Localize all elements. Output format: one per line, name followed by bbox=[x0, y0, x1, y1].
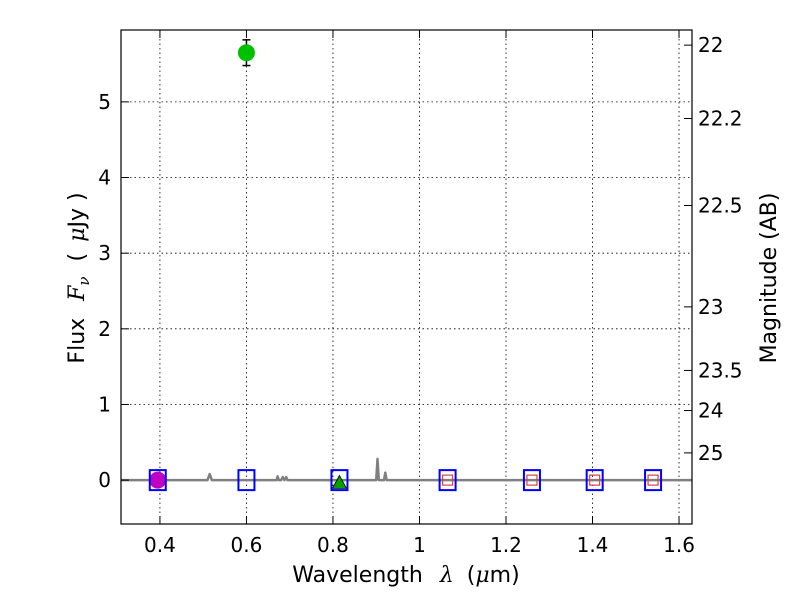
y-tick-label: 1 bbox=[98, 392, 111, 416]
model-band-square bbox=[148, 469, 167, 492]
model-spectrum-layer bbox=[121, 457, 692, 482]
grid-lines bbox=[121, 30, 692, 524]
y-tick-label: 0 bbox=[98, 468, 111, 492]
data-point-circle bbox=[237, 44, 255, 62]
y2-tick-label: 24 bbox=[698, 399, 723, 423]
plot-frame bbox=[120, 29, 693, 525]
y-tick-label: 5 bbox=[98, 90, 111, 114]
y-tick-label: 4 bbox=[98, 166, 111, 190]
model-band-square bbox=[330, 469, 349, 492]
limit-square bbox=[589, 474, 601, 486]
model-band-square bbox=[237, 469, 256, 492]
model-band-square bbox=[644, 469, 663, 492]
y-tick-label: 2 bbox=[98, 317, 111, 341]
limit-square bbox=[647, 474, 659, 486]
data-points-layer bbox=[148, 39, 663, 492]
y2-axis-label: Magnitude (AB) bbox=[757, 193, 782, 364]
data-point-triangle bbox=[331, 474, 348, 489]
x-axis-label: Wavelength λ (μm) bbox=[292, 563, 519, 588]
model-band-square bbox=[438, 469, 457, 492]
x-tick-label: 0.4 bbox=[144, 533, 176, 557]
x-tick-label: 1.4 bbox=[577, 533, 609, 557]
y2-tick-label: 23.5 bbox=[698, 358, 743, 382]
y2-tick-label: 22.2 bbox=[698, 107, 743, 131]
x-tick-label: 1 bbox=[413, 533, 426, 557]
y2-tick-label: 23 bbox=[698, 295, 723, 319]
limit-square bbox=[441, 474, 454, 486]
tick-labels: 0.4 0.6 0.8 1 1.2 1.4 1.60123452222.222.52323.… bbox=[98, 33, 742, 557]
limit-square bbox=[526, 474, 538, 486]
data-point-circle bbox=[149, 471, 167, 489]
model-spectrum-line bbox=[121, 457, 692, 482]
model-band-square bbox=[585, 469, 604, 492]
x-tick-label: 1.2 bbox=[490, 533, 522, 557]
y2-tick-label: 22.5 bbox=[698, 194, 743, 218]
x-tick-label: 0.6 bbox=[231, 533, 263, 557]
x-tick-label: 1.6 bbox=[663, 533, 695, 557]
y2-tick-label: 25 bbox=[698, 441, 723, 465]
y-axis-label: Flux Fν ( μJy ) bbox=[65, 192, 95, 363]
y2-tick-label: 22 bbox=[698, 33, 723, 57]
tick-marks bbox=[121, 30, 692, 524]
model-band-square bbox=[522, 469, 541, 492]
y-tick-label: 3 bbox=[98, 241, 111, 265]
x-tick-label: 0.8 bbox=[317, 533, 349, 557]
